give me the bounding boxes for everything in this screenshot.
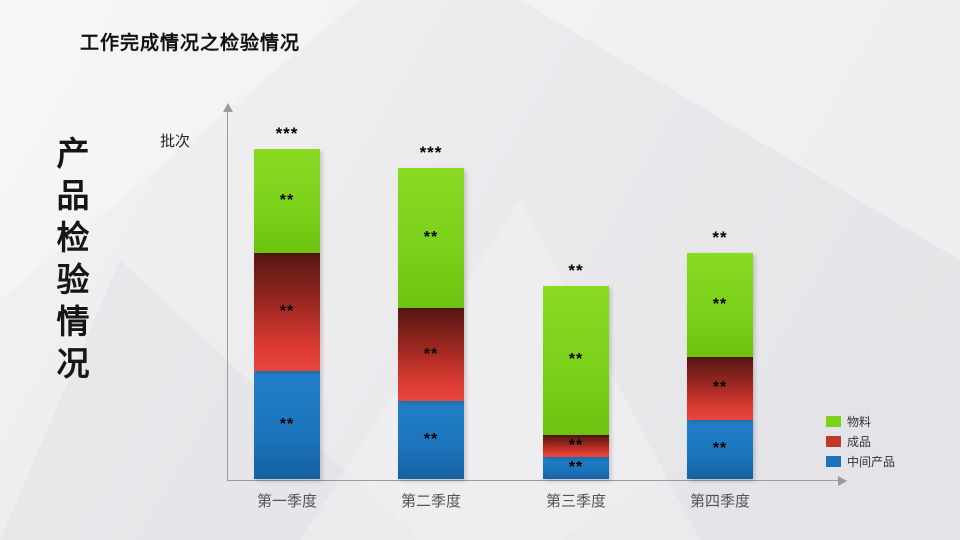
- legend-label: 中间产品: [847, 455, 896, 469]
- data-label: **: [423, 229, 439, 246]
- bar-segment-物料: **: [543, 286, 609, 435]
- y-axis-arrow-icon: [223, 103, 233, 112]
- bar-segment-物料: **: [254, 149, 320, 253]
- bar-segment-成品: **: [543, 434, 609, 457]
- total-label: **: [712, 227, 728, 247]
- data-label: **: [568, 458, 584, 476]
- bar-column-2: ** ** ** ***: [398, 104, 464, 479]
- bar-segment-物料: **: [687, 252, 753, 357]
- data-label: **: [568, 436, 584, 454]
- y-axis-line: [227, 112, 228, 480]
- bar-segment-成品: **: [687, 356, 753, 420]
- bar-segment-物料: **: [398, 167, 464, 309]
- total-label: ***: [419, 142, 443, 162]
- side-vertical-title: 产品检验情况: [52, 136, 89, 388]
- x-axis-category-label: 第二季度: [400, 493, 462, 510]
- legend-swatch: [826, 456, 841, 467]
- data-label: **: [712, 295, 728, 313]
- data-label: **: [279, 416, 295, 434]
- x-axis-line: [227, 480, 839, 481]
- bar-column-3: ** ** ** **: [543, 104, 609, 479]
- y-axis-label: 批次: [160, 133, 191, 150]
- legend-item-1: 物料: [826, 413, 895, 430]
- data-label: **: [423, 431, 439, 449]
- legend-item-2: 成品: [826, 433, 895, 450]
- chart-legend: 物料 成品 中间产品: [826, 413, 895, 473]
- bar-segment-中间产品: **: [687, 419, 753, 479]
- bar-segment-中间产品: **: [543, 456, 609, 479]
- total-label: **: [568, 261, 584, 281]
- legend-swatch: [826, 436, 841, 447]
- data-label: **: [712, 379, 728, 397]
- x-axis-arrow-icon: [838, 476, 847, 486]
- slide-title: 工作完成情况之检验情况: [80, 33, 301, 54]
- bar-segment-成品: **: [254, 252, 320, 372]
- data-label: **: [568, 351, 584, 369]
- legend-label: 物料: [847, 415, 872, 429]
- data-label: **: [423, 345, 439, 363]
- x-axis-category-label: 第三季度: [545, 493, 607, 510]
- data-label: **: [279, 191, 295, 209]
- stacked-bar-chart: ** ** ** *** ** ** ** *** ** ** ** ** ** ** ** **: [228, 104, 840, 479]
- x-axis-category-label: 第一季度: [256, 493, 318, 510]
- bar-segment-中间产品: **: [398, 401, 464, 479]
- legend-swatch: [826, 416, 841, 427]
- bar-segment-中间产品: **: [254, 371, 320, 479]
- x-axis-category-label: 第四季度: [689, 493, 751, 510]
- data-label: **: [712, 440, 728, 458]
- data-label: **: [279, 303, 295, 321]
- total-label: ***: [275, 124, 299, 143]
- bar-segment-成品: **: [398, 308, 464, 402]
- bar-column-1: ** ** ** ***: [254, 104, 320, 479]
- x-axis-labels: 第一季度 第二季度 第三季度 第四季度: [228, 490, 840, 514]
- legend-item-3: 中间产品: [826, 453, 895, 470]
- legend-label: 成品: [847, 435, 872, 449]
- bar-column-4: ** ** ** **: [687, 104, 753, 479]
